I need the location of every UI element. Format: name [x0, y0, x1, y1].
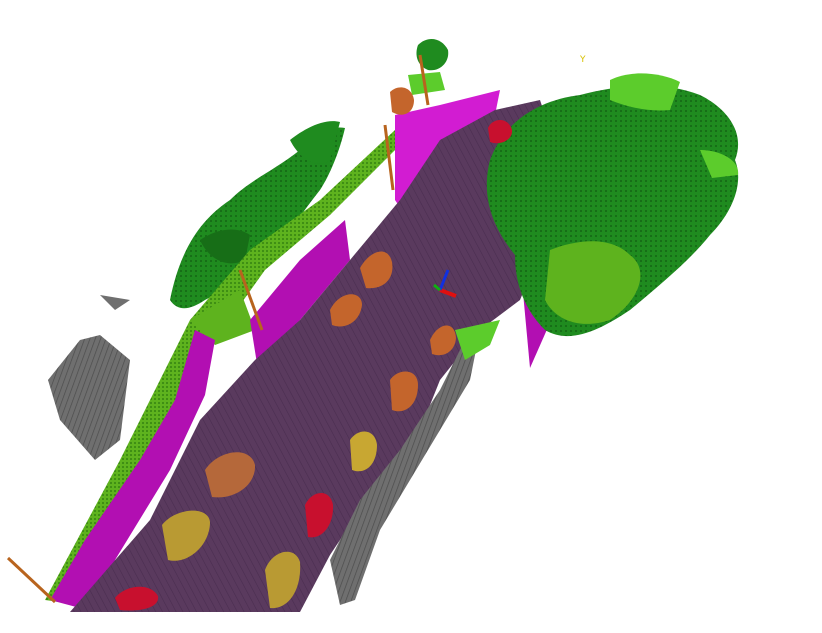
car — [330, 294, 362, 327]
x-axis — [439, 288, 457, 298]
car — [115, 586, 159, 611]
pole — [238, 269, 264, 331]
poles — [6, 54, 430, 604]
y-axis — [433, 283, 441, 292]
car — [430, 325, 456, 356]
origin-axes-gizmo — [433, 269, 457, 298]
car — [305, 492, 334, 538]
pole — [383, 124, 395, 191]
car — [390, 371, 418, 412]
pole — [418, 54, 430, 106]
axis-y-label: Y — [579, 55, 586, 65]
vegetation-right — [486, 73, 739, 337]
car — [350, 431, 377, 472]
fence-left — [48, 295, 130, 460]
pole — [6, 556, 57, 604]
car — [265, 551, 301, 609]
vegetation-top — [416, 38, 449, 71]
vegetation-left — [170, 121, 345, 309]
road-surface — [70, 100, 560, 612]
z-axis — [438, 269, 450, 291]
car — [360, 251, 393, 289]
cars — [115, 87, 513, 611]
car — [390, 87, 414, 115]
car — [162, 510, 210, 561]
car — [205, 452, 256, 498]
car — [488, 120, 513, 144]
fence-right — [330, 320, 500, 605]
